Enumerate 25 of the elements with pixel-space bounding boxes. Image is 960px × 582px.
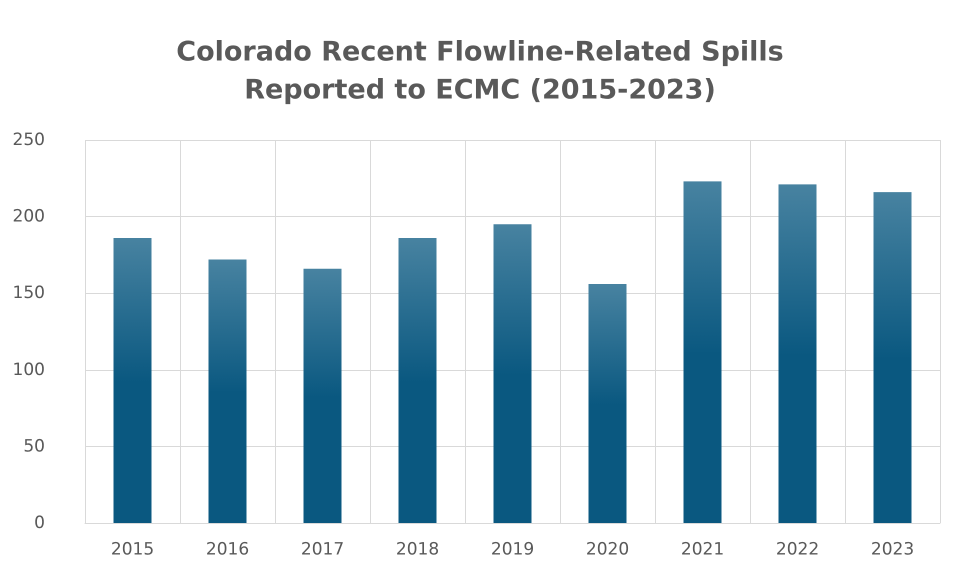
x-tick-label: 2019 — [490, 540, 534, 560]
bar — [778, 184, 816, 523]
x-tick-label: 2016 — [206, 540, 250, 560]
bar — [494, 224, 532, 523]
y-tick-label: 50 — [23, 436, 45, 456]
x-tick-label: 2020 — [586, 540, 630, 560]
y-tick-label: 0 — [34, 513, 45, 533]
bar — [684, 181, 722, 523]
x-tick-label: 2023 — [870, 540, 914, 560]
bar — [398, 238, 436, 523]
y-tick-label: 150 — [12, 283, 45, 304]
chart-title: Colorado Recent Flowline-Related Spills Reported to ECMC (2015-2023) — [176, 36, 784, 106]
y-tick-label: 100 — [12, 360, 45, 380]
x-tick-label: 2017 — [300, 540, 344, 560]
y-tick-label: 250 — [12, 130, 45, 150]
y-tick-label: 200 — [12, 206, 45, 227]
x-tick-label: 2015 — [110, 540, 154, 560]
bar — [114, 238, 152, 523]
bar — [304, 268, 342, 523]
x-tick-label: 2022 — [776, 540, 820, 560]
x-tick-label: 2021 — [680, 540, 724, 560]
bar — [588, 284, 626, 523]
x-tick-label: 2018 — [396, 540, 440, 560]
bar — [208, 259, 246, 523]
bar — [874, 192, 912, 523]
